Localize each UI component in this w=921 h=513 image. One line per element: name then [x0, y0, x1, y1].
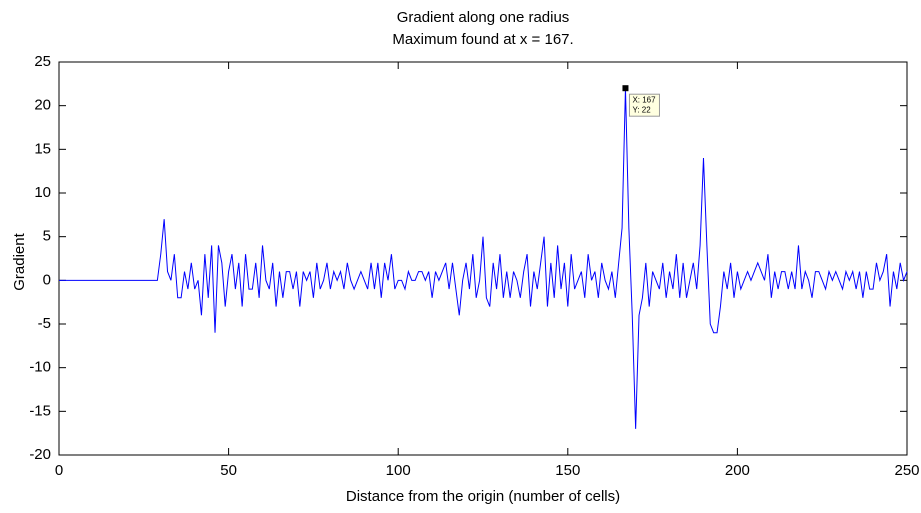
datatip-y: Y: 22 [632, 105, 651, 114]
y-axis-label: Gradient [11, 232, 28, 290]
data-line [59, 88, 908, 429]
x-tick-label: 250 [894, 462, 919, 479]
y-tick-label: 10 [34, 184, 51, 201]
y-tick-label: 25 [34, 53, 51, 70]
y-tick-label: -10 [29, 359, 51, 376]
datatip-x: X: 167 [632, 95, 656, 104]
x-tick-label: 0 [55, 462, 63, 479]
y-tick-label: 5 [43, 228, 51, 245]
x-tick-label: 150 [555, 462, 580, 479]
x-axis-label: Distance from the origin (number of cell… [346, 488, 620, 505]
y-tick-label: 20 [34, 97, 51, 114]
x-tick-label: 200 [725, 462, 750, 479]
x-tick-label: 100 [386, 462, 411, 479]
y-tick-label: -20 [29, 446, 51, 463]
y-tick-label: -15 [29, 402, 51, 419]
chart-title: Gradient along one radius [397, 9, 570, 26]
x-tick-label: 50 [220, 462, 237, 479]
datatip-box [628, 93, 660, 117]
plot-frame [58, 61, 908, 456]
chart-subtitle: Maximum found at x = 167. [392, 31, 573, 48]
y-tick-label: 0 [43, 271, 51, 288]
y-tick-label: 15 [34, 140, 51, 157]
datatip-marker [622, 85, 629, 92]
y-tick-label: -5 [38, 315, 51, 332]
